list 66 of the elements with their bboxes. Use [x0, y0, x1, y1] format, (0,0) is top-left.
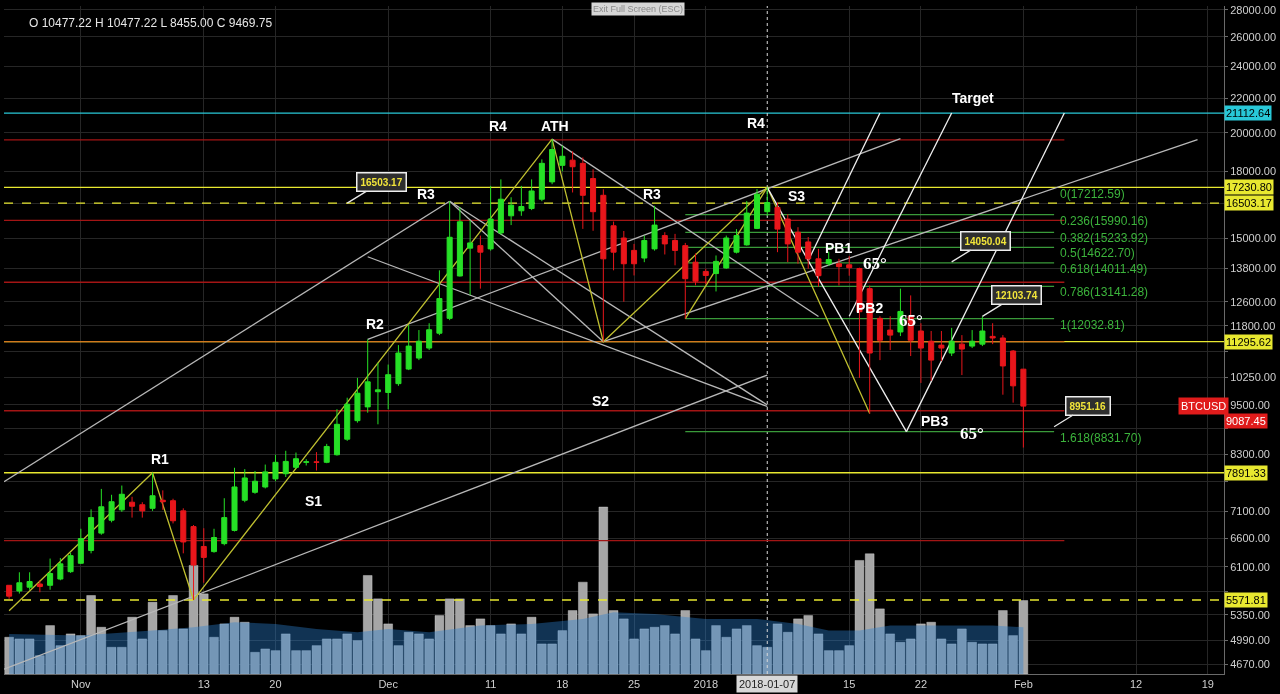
y-tick-label: 8300.00: [1230, 448, 1270, 461]
annotation: 0(17212.59): [1060, 187, 1125, 201]
ref-line-label: 2018-01-07: [739, 678, 796, 690]
annotation: 0.5(14622.70): [1060, 246, 1135, 260]
x-tick-label: 13: [197, 678, 210, 691]
x-tick-label: Nov: [71, 678, 92, 691]
y-tick-label: 26000.00: [1230, 30, 1277, 43]
annotation: 0.236(15990.16): [1060, 214, 1149, 228]
annotation: BTCUSD: [1181, 400, 1227, 412]
annotation: Target: [952, 90, 995, 106]
y-tick-label: 12600.00: [1230, 295, 1277, 308]
annotation: 1.618(8831.70): [1060, 431, 1142, 445]
annotation: 1(12032.81): [1060, 318, 1125, 332]
annotation: R4: [747, 115, 766, 131]
annotation: S1: [305, 493, 323, 509]
y-tick-label: 24000.00: [1230, 60, 1277, 73]
y-tick-label: 6100.00: [1230, 560, 1270, 573]
y-tick-label: 4990.00: [1230, 634, 1270, 647]
y-tick-label: 22000.00: [1230, 91, 1277, 104]
annotation: R3: [643, 186, 662, 202]
x-tick-label: 11: [484, 678, 497, 691]
annotation: 0.786(13141.28): [1060, 285, 1149, 299]
annotation: 8951.16: [1069, 400, 1107, 412]
y-tick-label: 15000.00: [1230, 231, 1277, 244]
ref-line-label: 11295.62: [1226, 336, 1272, 348]
y-tick-label: 5350.00: [1230, 608, 1270, 621]
ref-line-label: 7891.33: [1226, 467, 1266, 479]
annotation: 12103.74: [995, 289, 1038, 301]
y-tick-label: 28000.00: [1230, 3, 1277, 16]
y-tick-label: 9500.00: [1230, 398, 1270, 411]
annotation: 14050.04: [964, 235, 1007, 247]
annotation: 16503.17: [360, 176, 403, 188]
x-tick-label: 18: [556, 678, 569, 691]
x-tick-label: 12: [1129, 678, 1143, 691]
ref-line-label: 21112.64: [1226, 107, 1271, 119]
y-tick-label: 11800.00: [1230, 319, 1276, 332]
x-tick-label: 25: [627, 678, 641, 691]
annotation: 0.618(14011.49): [1060, 262, 1148, 276]
annotation: 9087.45: [1226, 415, 1266, 427]
x-tick-label: 20: [269, 678, 282, 691]
y-tick-label: 18000.00: [1230, 165, 1277, 178]
x-tick-label: Feb: [1013, 678, 1033, 691]
annotation: R2: [366, 316, 385, 332]
x-tick-label: 19: [1201, 678, 1214, 691]
annotation: Exit Full Screen (ESC): [593, 4, 684, 14]
annotation: 0.382(15233.92): [1060, 231, 1149, 245]
ref-line-label: 17230.80: [1226, 181, 1272, 193]
annotation: R1: [151, 451, 170, 467]
ref-line-label: 5571.81: [1226, 594, 1266, 606]
annotation: O 10477.22 H 10477.22 L 8455.00 C 9469.75: [29, 16, 273, 30]
annotation: PB3: [921, 413, 949, 429]
annotation: ATH: [541, 118, 569, 134]
y-tick-label: 20000.00: [1230, 126, 1277, 139]
x-tick-label: 15: [843, 678, 856, 691]
ref-line-label: 16503.17: [1226, 197, 1272, 209]
annotation: R3: [417, 186, 436, 202]
annotation: S2: [592, 393, 610, 409]
x-tick-label: Dec: [378, 678, 399, 691]
x-tick-label: 22: [914, 678, 928, 691]
y-tick-label: 10250.00: [1230, 371, 1277, 384]
x-tick-label: 2018: [693, 678, 719, 691]
y-tick-label: 13800.00: [1230, 262, 1277, 275]
y-tick-label: 7100.00: [1230, 505, 1270, 518]
y-tick-label: 4670.00: [1230, 658, 1270, 671]
y-tick-label: 6600.00: [1230, 531, 1270, 544]
annotation: R4: [489, 118, 508, 134]
